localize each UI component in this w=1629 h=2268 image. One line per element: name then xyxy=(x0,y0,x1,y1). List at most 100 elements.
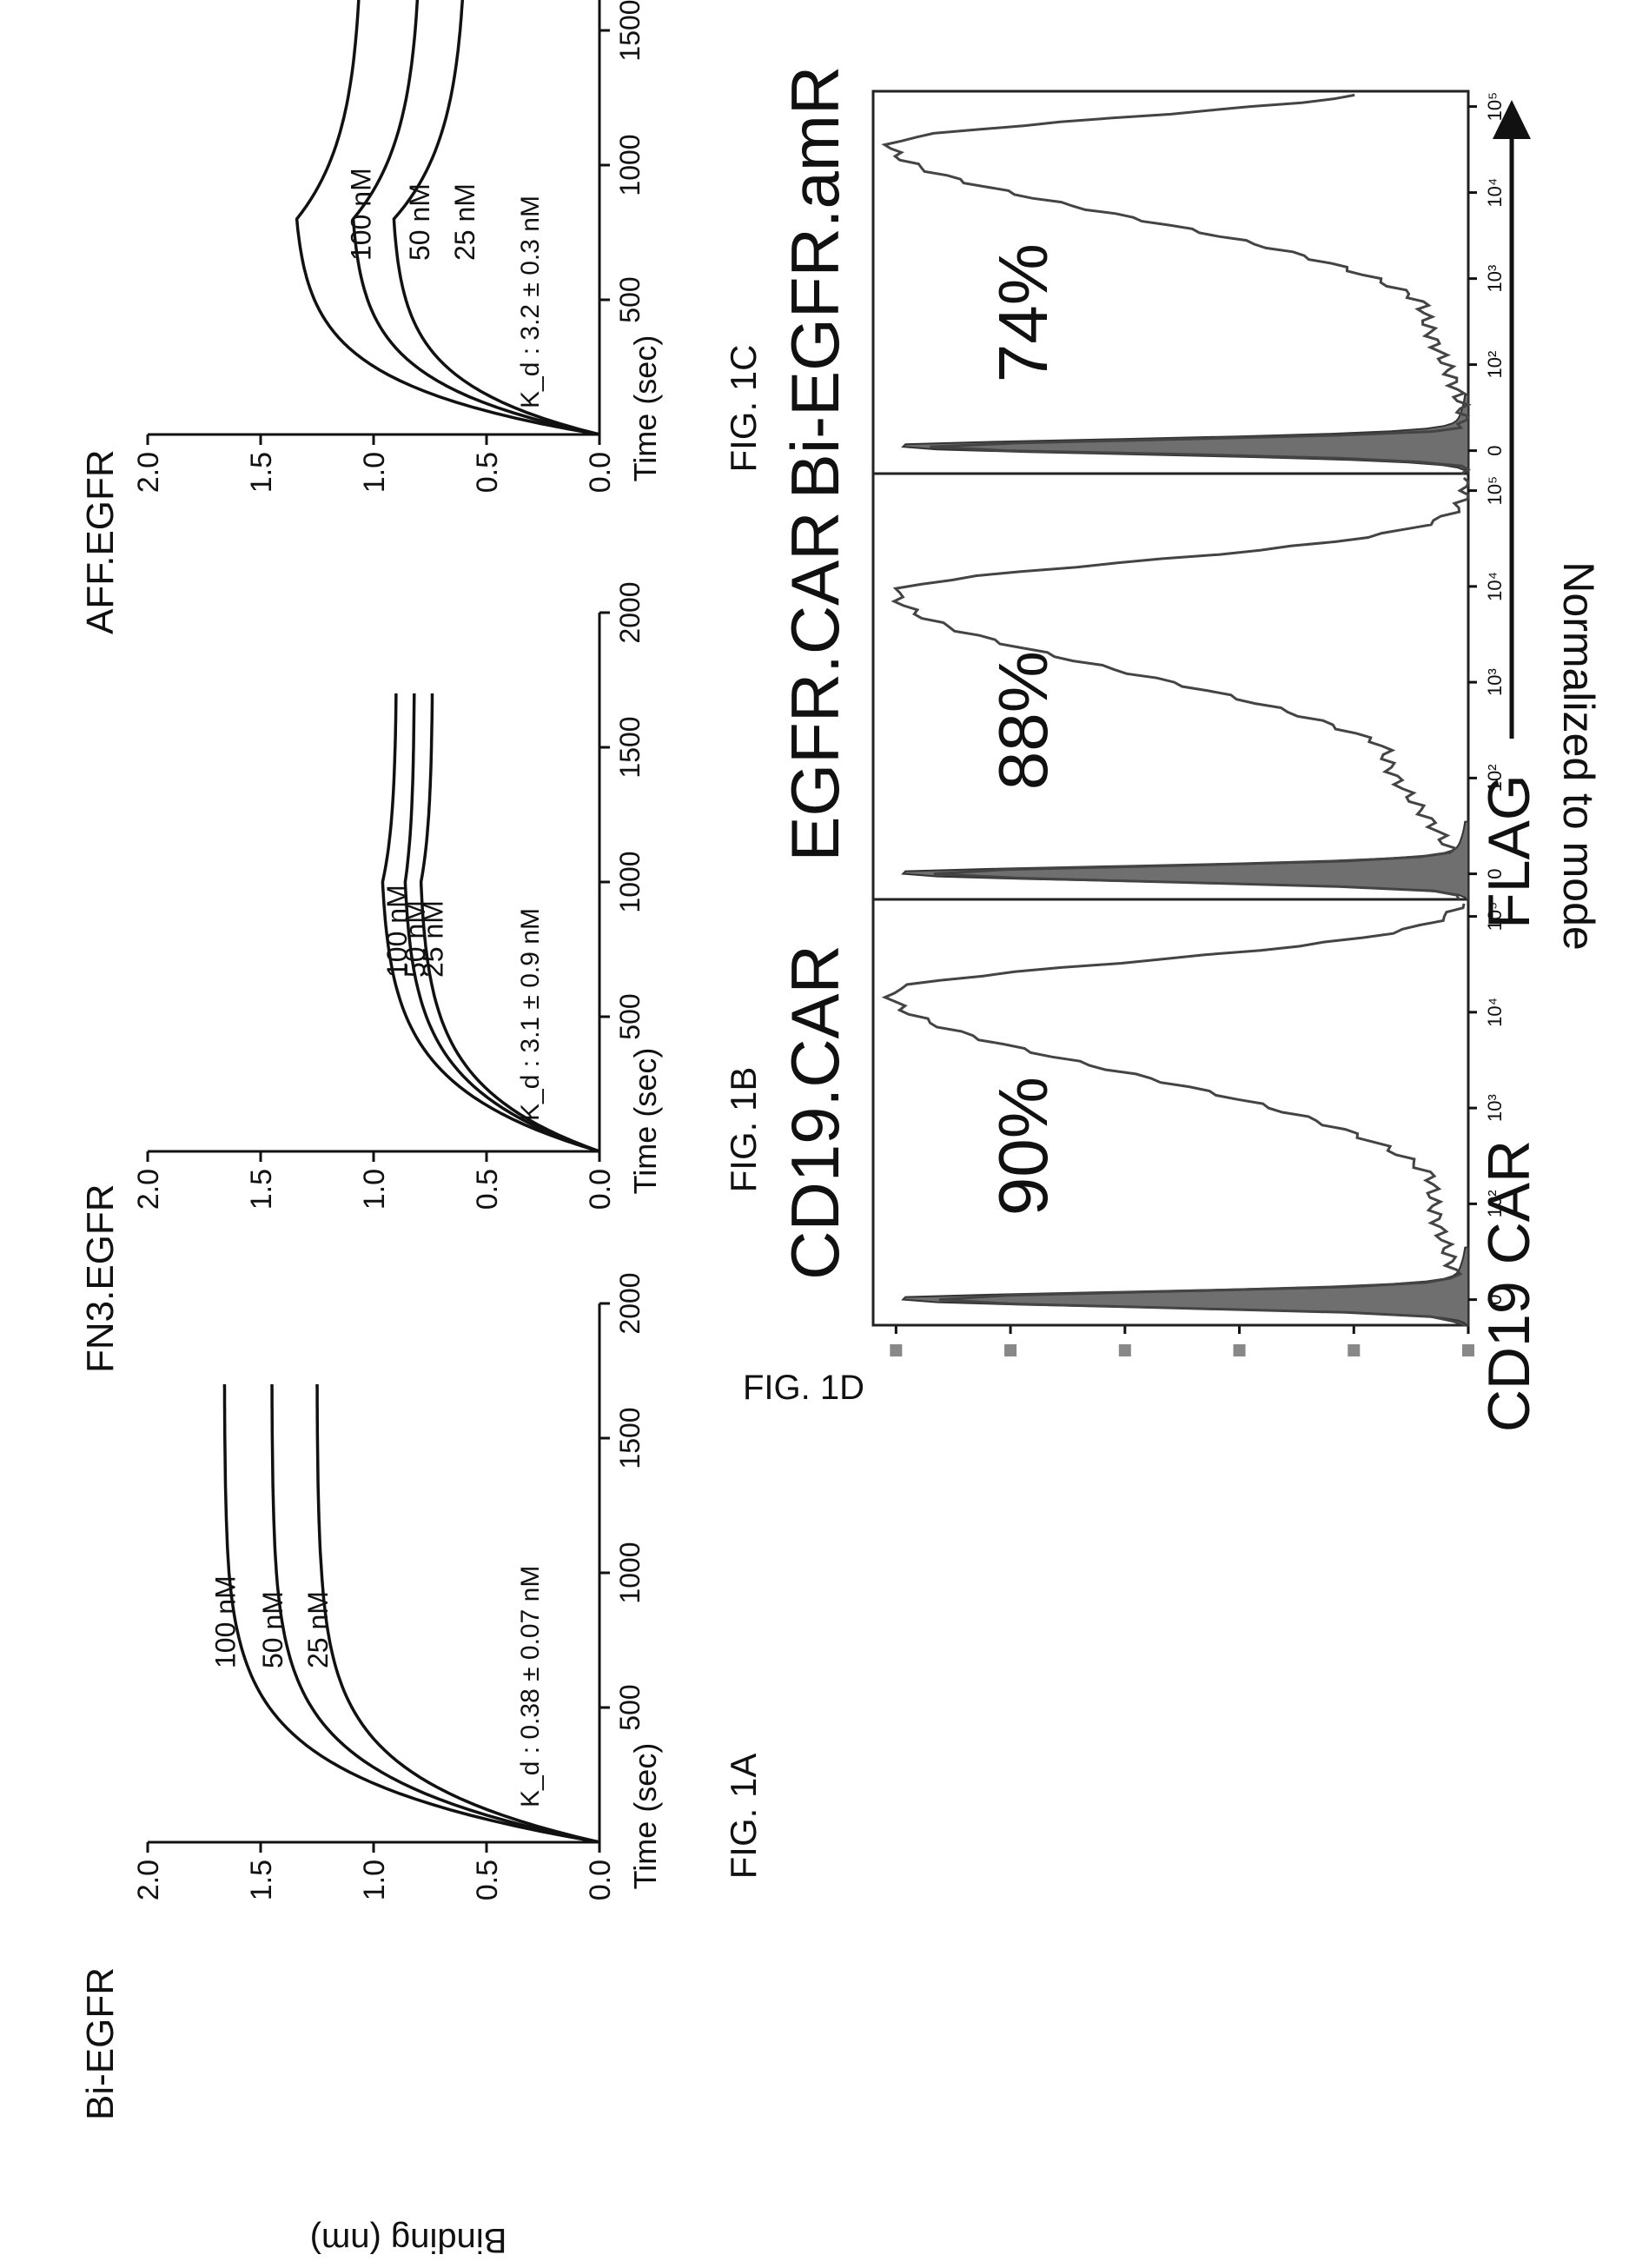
y-tick-label: 1.0 xyxy=(358,452,391,493)
x-axis-label: Time (sec) xyxy=(627,1048,663,1195)
y-axis-label: Normalized to mode xyxy=(1554,561,1603,950)
x-tick-label: 500 xyxy=(614,276,646,322)
hist-x-tick-label: 10³ xyxy=(1484,1094,1506,1122)
sample-histogram xyxy=(881,93,1472,475)
x-axis-label-flag: FLAG xyxy=(1476,774,1542,929)
figure-label: FIG. 1A xyxy=(723,1754,764,1880)
hist-y-tick-mark xyxy=(1004,1344,1017,1356)
figure-label: FIG. 1C xyxy=(723,344,764,472)
x-tick-label: 1500 xyxy=(614,1407,646,1469)
x-axis-label-cd19: CD19 CAR xyxy=(1476,1140,1542,1432)
binding-curve xyxy=(351,0,600,436)
hist-x-tick-label: 10³ xyxy=(1484,668,1506,696)
legend-label: 25 nM xyxy=(302,1591,334,1668)
hist-x-tick-label: 10² xyxy=(1484,1190,1506,1217)
histogram-panel: EGFR.CAR 88% 0 10² 10³ 10⁴ 10⁵ xyxy=(777,472,1506,901)
hist-y-tick-mark xyxy=(1348,1344,1361,1356)
kinetics-chart-bi-egfr: Bi-EGFR Binding (nm) 0.0 0.5 1.0 1.5 2.0 500 1… xyxy=(79,1272,764,2259)
legend-label: 100 nM xyxy=(345,168,376,261)
y-tick-label: 0.0 xyxy=(584,1860,617,1900)
y-tick-label: 1.5 xyxy=(245,1169,278,1210)
binding-curves xyxy=(295,0,600,436)
kd-annotation: K_d : 3.1 ± 0.9 nM xyxy=(516,908,545,1121)
axes: 0.0 0.5 1.0 1.5 2.0 500 1000 1500 2000 xyxy=(132,581,646,1210)
y-tick-label: 2.0 xyxy=(132,1169,165,1210)
hist-x-tick-label: 10⁵ xyxy=(1484,92,1506,122)
binding-curve xyxy=(270,1383,600,1844)
x-tick-label: 500 xyxy=(614,993,646,1039)
x-axis-label: Time (sec) xyxy=(627,335,663,482)
binding-curve xyxy=(403,693,600,1153)
chart-title: Bi-EGFR xyxy=(79,1967,122,2120)
hist-x-tick-label: 10⁴ xyxy=(1484,572,1506,601)
x-tick-label: 2000 xyxy=(614,581,646,643)
y-tick-label: 0.5 xyxy=(471,452,504,493)
y-tick-label: 0.0 xyxy=(584,1169,617,1210)
y-tick-label: 1.5 xyxy=(245,452,278,493)
y-tick-label: 2.0 xyxy=(132,452,165,493)
hist-x-tick-label: 10³ xyxy=(1484,265,1506,293)
y-tick-label: 2.0 xyxy=(132,1860,165,1900)
y-tick-label: 0.5 xyxy=(471,1860,504,1900)
binding-curve xyxy=(381,693,600,1153)
histogram-panel: Bi-EGFR.amR 74% 0 10² 10³ 10⁴ 10⁵ xyxy=(777,66,1506,499)
x-tick-label: 1000 xyxy=(614,1542,646,1603)
hist-x-tick-label: 10⁵ xyxy=(1484,902,1506,932)
sample-histogram xyxy=(881,903,1467,1327)
kd-annotation: K_d : 3.2 ± 0.3 nM xyxy=(516,196,545,408)
x-tick-label: 1000 xyxy=(614,134,646,196)
kinetics-chart-fn3-egfr: FN3.EGFR 0.00.51.01.52.0500100015002000 … xyxy=(79,581,764,1373)
panel-title: Bi-EGFR.amR xyxy=(777,66,853,499)
panel-frame xyxy=(871,90,1470,475)
arrow-icon xyxy=(1493,100,1531,739)
legend-label: 100 nM xyxy=(209,1575,241,1668)
hist-x-tick-label: 10² xyxy=(1484,764,1506,792)
binding-curve xyxy=(222,1383,600,1844)
kd-annotation: K_d : 0.38 ± 0.07 nM xyxy=(516,1566,545,1807)
x-tick-label: 1000 xyxy=(614,851,646,912)
binding-curve xyxy=(392,0,600,436)
y-tick-label: 0.5 xyxy=(471,1169,504,1210)
hist-x-tick-label: 0 xyxy=(1484,1294,1506,1304)
panel-frame xyxy=(871,898,1470,1327)
figure-label: FIG. 1D xyxy=(743,1369,864,1407)
sample-histogram xyxy=(891,476,1470,900)
legend-label: 25 nM xyxy=(449,183,480,261)
hist-x-tick-label: 10² xyxy=(1484,351,1506,379)
percent-label: 88% xyxy=(984,651,1062,790)
panel-title: CD19.CAR xyxy=(777,945,853,1280)
histogram-panel: CD19.CAR 90% 0 10² 10³ 10⁴ 10⁵ xyxy=(777,898,1506,1327)
hist-x-tick-label: 10⁴ xyxy=(1484,178,1506,208)
binding-curve xyxy=(315,1383,600,1844)
histogram-panels: CD19.CAR 90% 0 10² 10³ 10⁴ 10⁵ EGFR.CAR 88% 0 10² 1… xyxy=(777,66,1506,1356)
hist-x-tick-label: 0 xyxy=(1484,445,1506,455)
y-axis-label: Binding (nm) xyxy=(310,2221,507,2259)
hist-x-tick-label: 0 xyxy=(1484,868,1506,879)
x-tick-label: 500 xyxy=(614,1684,646,1730)
binding-curves xyxy=(222,1383,600,1844)
hist-x-tick-label: 10⁴ xyxy=(1484,998,1506,1027)
y-tick-label: 1.5 xyxy=(245,1860,278,1900)
chart-title: AFF.EGFR xyxy=(79,449,122,634)
x-tick-label: 2000 xyxy=(614,1272,646,1334)
legend-label: 100 nM xyxy=(381,885,413,978)
panel-title: EGFR.CAR xyxy=(777,511,853,861)
y-tick-label: 0.0 xyxy=(584,452,617,493)
percent-label: 90% xyxy=(984,1077,1062,1216)
percent-label: 74% xyxy=(984,243,1062,382)
hist-y-tick-mark xyxy=(1462,1344,1474,1356)
binding-curves xyxy=(381,693,600,1153)
y-tick-label: 1.0 xyxy=(358,1169,391,1210)
panel-frame xyxy=(871,472,1470,901)
chart-title: FN3.EGFR xyxy=(79,1184,122,1373)
binding-curve xyxy=(419,693,600,1153)
hist-y-tick-mark xyxy=(890,1344,903,1356)
x-tick-label: 1500 xyxy=(614,716,646,778)
